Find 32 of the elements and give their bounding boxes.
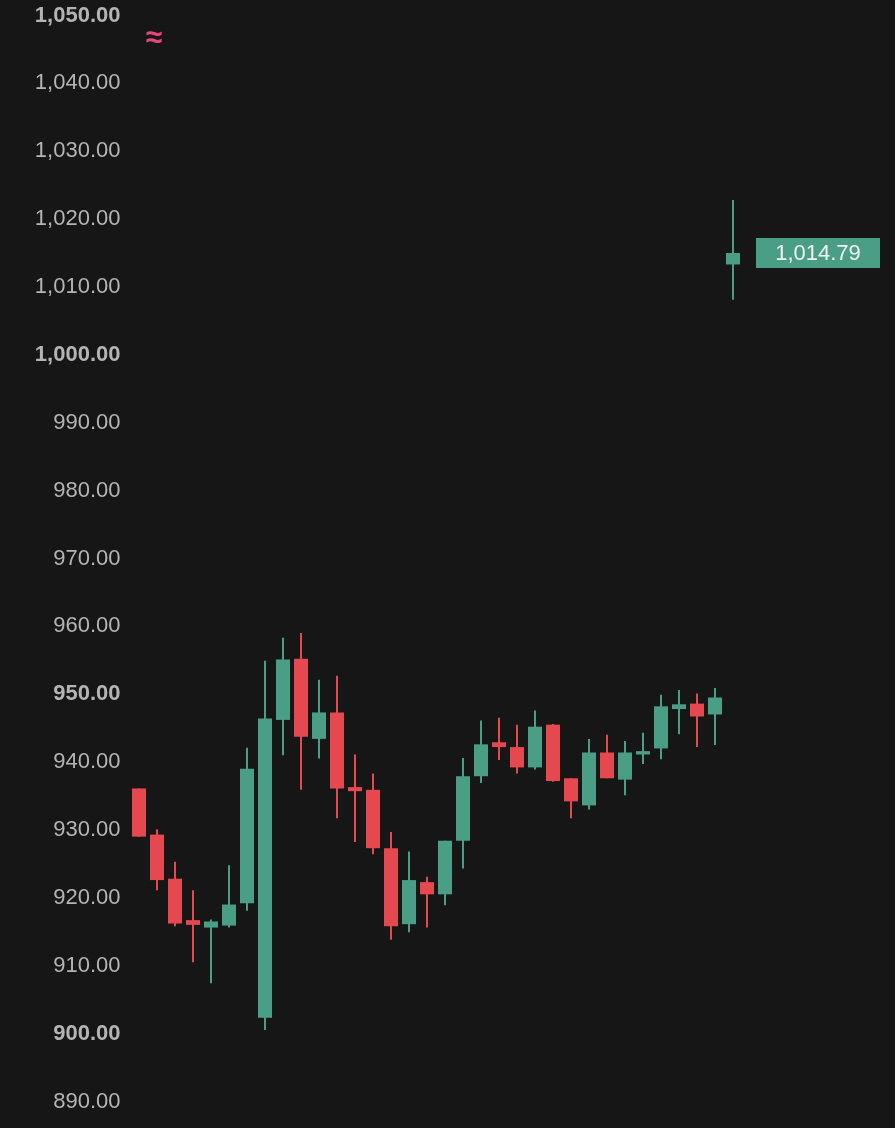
candlestick (204, 918, 218, 985)
candlestick (564, 777, 578, 820)
y-tick-label: 1,010.00 (34, 273, 121, 298)
y-tick-label: 1,040.00 (34, 69, 121, 95)
candlestick (492, 716, 506, 761)
y-tick-label: 950.00 (53, 680, 121, 706)
y-tick-label: 900.00 (53, 1019, 121, 1045)
y-tick-label: 1,050.00 (34, 1, 121, 27)
annotation: ≈ (145, 20, 163, 53)
y-tick-label: 1,030.00 (34, 137, 121, 163)
y-tick-label: 1,020.00 (34, 205, 121, 231)
candlestick (186, 889, 200, 964)
candlestick (726, 198, 740, 301)
candlestick (510, 723, 524, 775)
candlestick (348, 753, 362, 844)
candlestick (636, 731, 650, 766)
y-tick-label: 1,000.00 (34, 340, 121, 366)
candlestick (708, 687, 722, 747)
y-tick-label: 940.00 (53, 748, 121, 774)
y-tick-label: 960.00 (53, 612, 121, 638)
y-tick-label: 920.00 (53, 883, 121, 909)
candlestick (420, 875, 434, 929)
y-tick-label: 910.00 (53, 951, 121, 977)
y-tick-label: 970.00 (53, 544, 121, 570)
y-tick-label: 990.00 (53, 408, 121, 434)
candlestick (222, 864, 236, 929)
text: 1,014.79 (775, 239, 861, 265)
y-tick-label: 890.00 (53, 1087, 121, 1113)
candlestick (672, 689, 686, 736)
y-tick-label: 980.00 (53, 476, 121, 502)
y-tick-label: 930.00 (53, 816, 121, 841)
candlestick (690, 692, 704, 749)
